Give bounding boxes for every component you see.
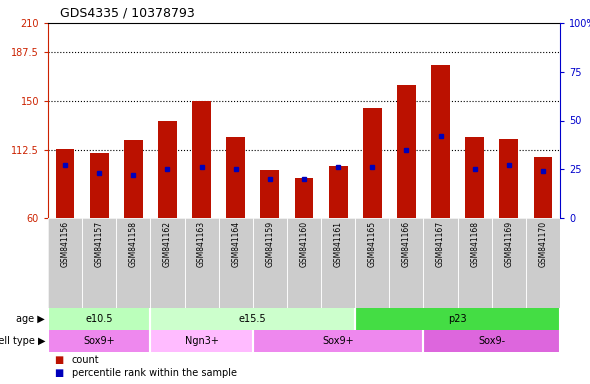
Text: Ngn3+: Ngn3+: [185, 336, 218, 346]
Text: GSM841157: GSM841157: [95, 221, 104, 267]
Text: GSM841163: GSM841163: [197, 221, 206, 267]
Bar: [48, 218, 82, 308]
Text: GSM841164: GSM841164: [231, 221, 240, 267]
Bar: [424, 218, 458, 308]
Text: GSM841160: GSM841160: [300, 221, 309, 267]
Bar: [124, 140, 143, 218]
Bar: [253, 330, 424, 352]
Bar: [389, 218, 424, 308]
Text: GDS4335 / 10378793: GDS4335 / 10378793: [60, 6, 195, 19]
Text: GSM841168: GSM841168: [470, 221, 479, 267]
Bar: [294, 178, 313, 218]
Bar: [150, 218, 185, 308]
Text: e15.5: e15.5: [239, 314, 267, 324]
Text: age ▶: age ▶: [17, 314, 45, 324]
Bar: [491, 218, 526, 308]
Bar: [321, 218, 355, 308]
Bar: [397, 85, 416, 218]
Bar: [82, 218, 116, 308]
Text: GSM841170: GSM841170: [539, 221, 548, 267]
Bar: [424, 218, 458, 308]
Bar: [150, 308, 355, 330]
Bar: [287, 218, 321, 308]
Bar: [287, 218, 321, 308]
Bar: [253, 218, 287, 308]
Text: Sox9+: Sox9+: [322, 336, 354, 346]
Bar: [329, 166, 348, 218]
Text: GSM841165: GSM841165: [368, 221, 377, 267]
Text: GSM841156: GSM841156: [61, 221, 70, 267]
Bar: [219, 218, 253, 308]
Bar: [150, 218, 185, 308]
Bar: [48, 218, 82, 308]
Text: ■: ■: [54, 368, 63, 378]
Bar: [253, 218, 287, 308]
Bar: [260, 170, 279, 218]
Text: ■: ■: [54, 355, 63, 365]
Bar: [90, 153, 109, 218]
Bar: [82, 218, 116, 308]
Bar: [499, 139, 518, 218]
Text: percentile rank within the sample: percentile rank within the sample: [71, 368, 237, 378]
Bar: [55, 149, 74, 218]
Bar: [355, 308, 560, 330]
Bar: [321, 218, 355, 308]
Text: e10.5: e10.5: [86, 314, 113, 324]
Bar: [466, 137, 484, 218]
Text: count: count: [71, 355, 99, 365]
Text: GSM841169: GSM841169: [504, 221, 513, 267]
Bar: [458, 218, 491, 308]
Text: p23: p23: [448, 314, 467, 324]
Bar: [192, 101, 211, 218]
Text: cell type ▶: cell type ▶: [0, 336, 45, 346]
Bar: [363, 108, 382, 218]
Text: Sox9-: Sox9-: [478, 336, 505, 346]
Bar: [491, 218, 526, 308]
Bar: [424, 330, 560, 352]
Bar: [48, 308, 150, 330]
Bar: [533, 157, 552, 218]
Bar: [150, 330, 253, 352]
Bar: [526, 218, 560, 308]
Text: GSM841161: GSM841161: [333, 221, 343, 267]
Bar: [355, 218, 389, 308]
Bar: [48, 330, 150, 352]
Bar: [116, 218, 150, 308]
Bar: [389, 218, 424, 308]
Bar: [185, 218, 219, 308]
Bar: [219, 218, 253, 308]
Text: GSM841166: GSM841166: [402, 221, 411, 267]
Bar: [526, 218, 560, 308]
Text: GSM841159: GSM841159: [266, 221, 274, 267]
Bar: [355, 218, 389, 308]
Text: GSM841158: GSM841158: [129, 221, 138, 267]
Text: GSM841167: GSM841167: [436, 221, 445, 267]
Bar: [185, 218, 219, 308]
Bar: [227, 137, 245, 218]
Text: Sox9+: Sox9+: [83, 336, 115, 346]
Bar: [158, 121, 177, 218]
Bar: [116, 218, 150, 308]
Bar: [458, 218, 491, 308]
Bar: [431, 65, 450, 218]
Text: GSM841162: GSM841162: [163, 221, 172, 267]
